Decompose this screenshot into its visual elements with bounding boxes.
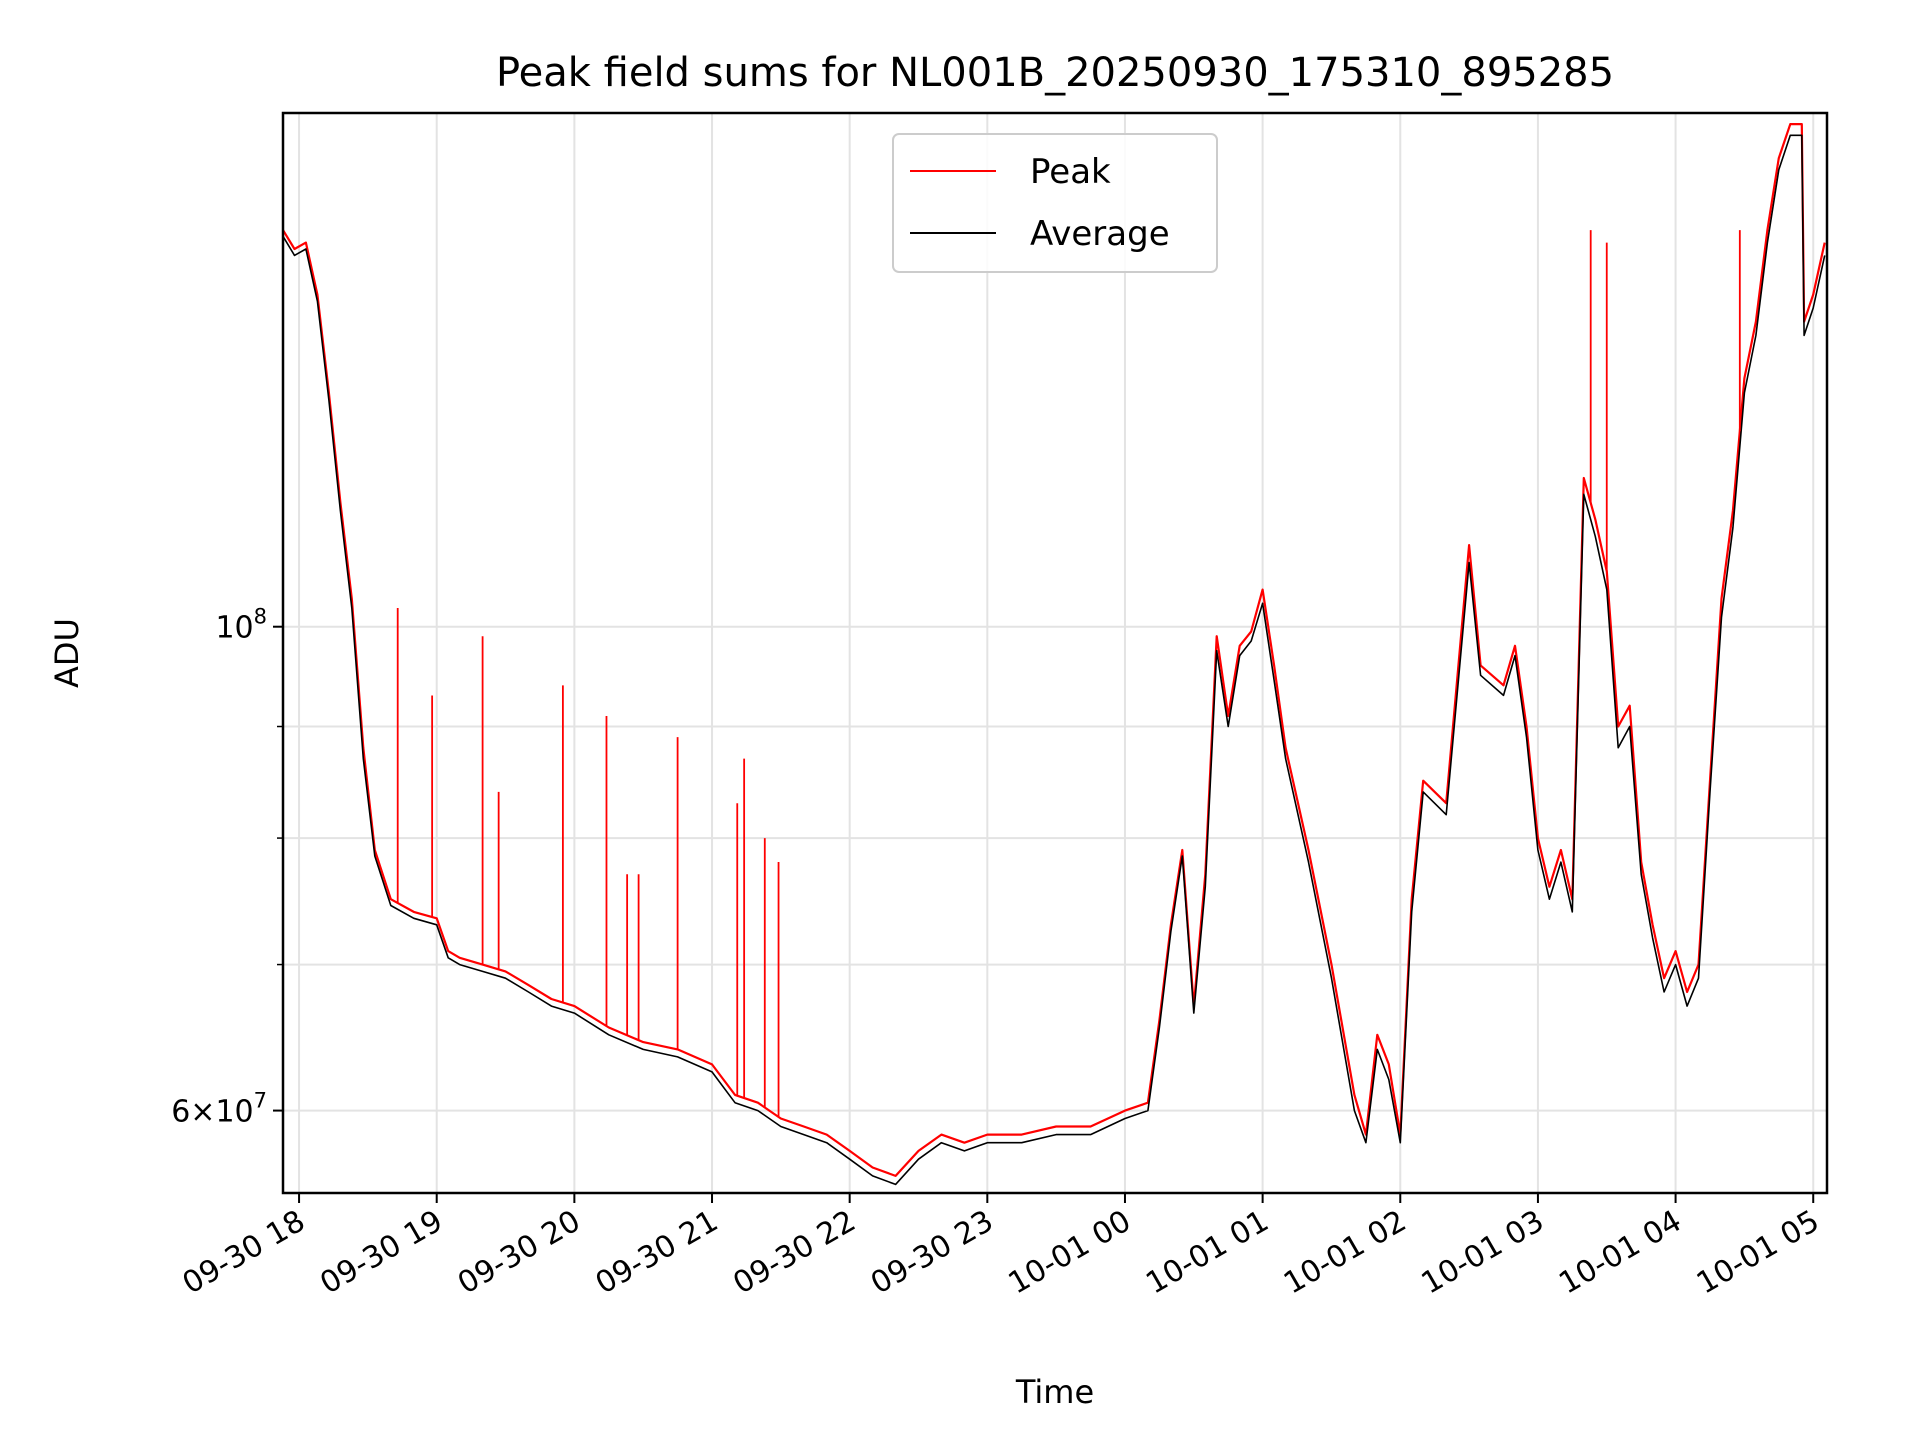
x-axis-label: Time [1015,1373,1094,1411]
series-line-peak [282,123,1826,1177]
y-axis: 108 6×107 [171,605,283,1130]
plot-area [282,123,1826,1186]
axes-frame [281,111,1829,1195]
y-tick-label: 6×107 [171,1089,267,1130]
y-axis-label: ADU [48,618,86,688]
chart-title: Peak field sums for NL001B_20250930_1753… [496,50,1614,96]
series-line-average [282,134,1826,1186]
y-tick-label: 108 [215,605,267,646]
legend: Peak Average [892,133,1218,273]
legend-label-average: Average [1030,214,1170,254]
legend-box [892,133,1218,273]
grid [283,113,1827,1193]
legend-label-peak: Peak [1030,152,1111,192]
